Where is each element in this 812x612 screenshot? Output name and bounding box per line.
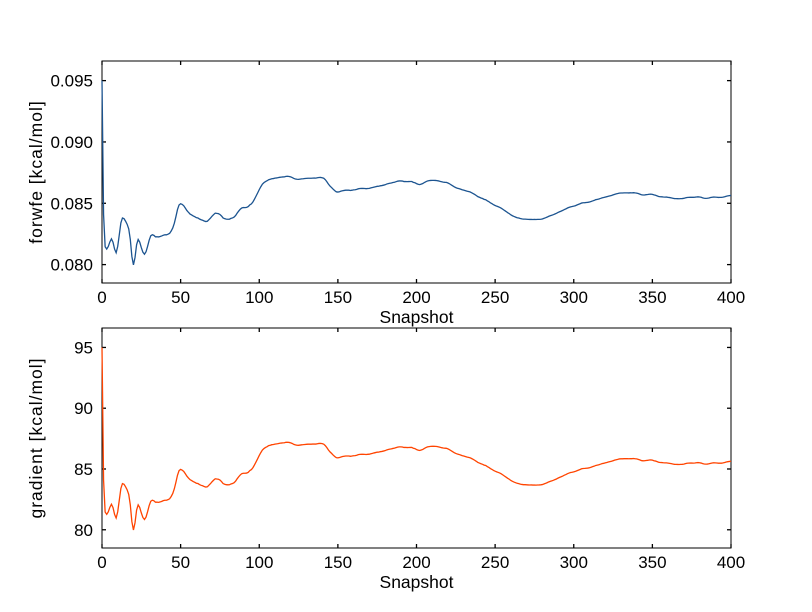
svg-text:100: 100 (245, 288, 273, 307)
svg-text:300: 300 (560, 553, 588, 572)
svg-text:0.090: 0.090 (50, 133, 93, 152)
svg-text:95: 95 (74, 338, 93, 357)
svg-text:200: 200 (402, 553, 430, 572)
svg-text:Snapshot: Snapshot (380, 572, 454, 592)
svg-text:80: 80 (74, 521, 93, 540)
svg-text:gradient [kcal/mol]: gradient [kcal/mol] (26, 357, 46, 518)
svg-text:150: 150 (324, 553, 352, 572)
svg-text:0: 0 (97, 553, 106, 572)
svg-text:250: 250 (481, 288, 509, 307)
svg-text:forwfe [kcal/mol]: forwfe [kcal/mol] (26, 100, 46, 243)
svg-text:300: 300 (560, 288, 588, 307)
svg-text:0.080: 0.080 (50, 256, 93, 275)
svg-text:90: 90 (74, 399, 93, 418)
svg-text:400: 400 (717, 553, 745, 572)
svg-text:Snapshot: Snapshot (380, 307, 454, 327)
svg-text:350: 350 (638, 553, 666, 572)
svg-text:0.085: 0.085 (50, 194, 93, 213)
svg-text:400: 400 (717, 288, 745, 307)
svg-text:0.095: 0.095 (50, 72, 93, 91)
svg-text:200: 200 (402, 288, 430, 307)
svg-text:100: 100 (245, 553, 273, 572)
svg-text:50: 50 (171, 553, 190, 572)
svg-text:350: 350 (638, 288, 666, 307)
svg-text:150: 150 (324, 288, 352, 307)
svg-text:0: 0 (97, 288, 106, 307)
svg-text:85: 85 (74, 460, 93, 479)
svg-text:50: 50 (171, 288, 190, 307)
svg-text:250: 250 (481, 553, 509, 572)
